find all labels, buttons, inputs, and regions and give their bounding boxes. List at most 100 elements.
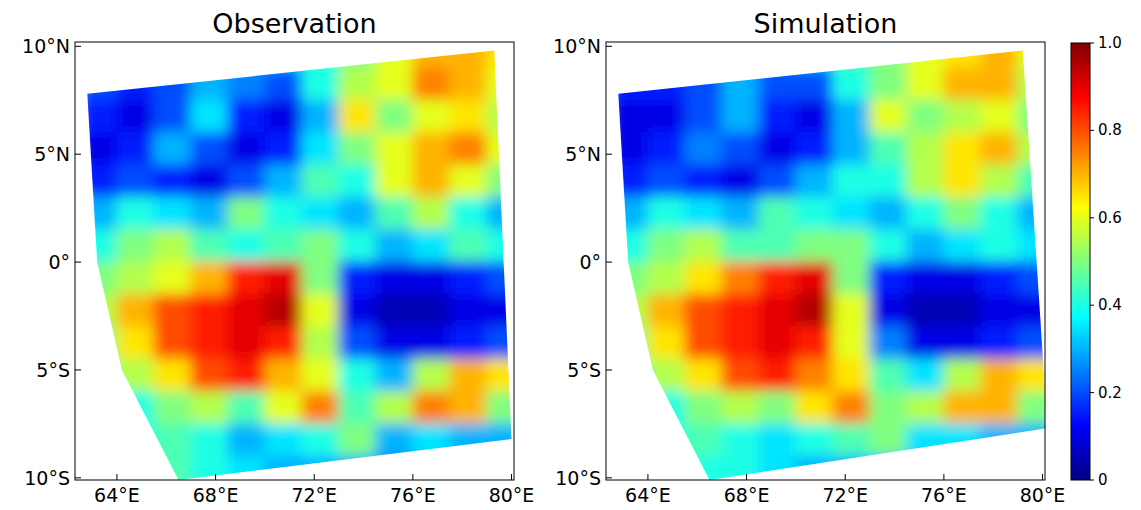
cell [869, 456, 907, 480]
cell [338, 262, 376, 295]
cell [832, 164, 870, 197]
cell [338, 423, 376, 456]
cell [832, 262, 870, 295]
cell [338, 391, 376, 424]
cell [338, 229, 376, 262]
cell [721, 262, 759, 295]
cell [647, 67, 685, 100]
x-tick-label: 68°E [193, 484, 239, 506]
x-tick-label: 68°E [724, 484, 770, 506]
cell [116, 100, 154, 133]
cell [227, 294, 265, 327]
cell [375, 164, 413, 197]
cell [412, 67, 450, 100]
cell [227, 456, 265, 480]
cell [153, 229, 191, 262]
cell [610, 132, 648, 165]
cell [647, 197, 685, 230]
cell [943, 326, 981, 359]
cell [721, 391, 759, 424]
cell [412, 262, 450, 295]
cell [795, 67, 833, 100]
y-tick [606, 369, 612, 370]
cell [116, 456, 154, 480]
colorbar-tick [1090, 305, 1094, 306]
cell [832, 326, 870, 359]
cell [647, 42, 685, 68]
x-tick [746, 474, 747, 480]
x-tick [845, 474, 846, 480]
cell [301, 67, 339, 100]
y-tick [606, 154, 612, 155]
cell [795, 423, 833, 456]
cell [227, 132, 265, 165]
cell [684, 262, 722, 295]
figure: Observation64°E68°E72°E76°E80°E10°S5°S0°… [0, 0, 1141, 510]
cell [943, 294, 981, 327]
cell [647, 423, 685, 456]
cell [338, 132, 376, 165]
cell [721, 326, 759, 359]
colorbar-tick [1090, 43, 1094, 44]
cell [153, 67, 191, 100]
cell [1017, 391, 1045, 424]
cell [116, 229, 154, 262]
cell [79, 100, 117, 133]
cell [943, 100, 981, 133]
cell [116, 423, 154, 456]
cell [684, 42, 722, 68]
cell [79, 294, 117, 327]
cell [116, 197, 154, 230]
cell [412, 423, 450, 456]
cell [79, 67, 117, 100]
cell [832, 100, 870, 133]
cell [943, 423, 981, 456]
cell [684, 456, 722, 480]
cell [486, 326, 514, 359]
cell [264, 42, 302, 68]
cell [153, 423, 191, 456]
cell [906, 229, 944, 262]
cell [758, 42, 796, 68]
cell [338, 164, 376, 197]
cell [647, 100, 685, 133]
cell [758, 229, 796, 262]
cell [758, 391, 796, 424]
cell [684, 294, 722, 327]
cell [486, 423, 514, 456]
cell [301, 423, 339, 456]
cell [412, 197, 450, 230]
cell [227, 67, 265, 100]
colorbar-scale [1071, 43, 1090, 480]
cell [301, 100, 339, 133]
cell [227, 229, 265, 262]
cell [795, 42, 833, 68]
cell [869, 262, 907, 295]
cell [906, 67, 944, 100]
cell [301, 456, 339, 480]
cell [116, 42, 154, 68]
cell [869, 326, 907, 359]
cell [906, 326, 944, 359]
cell [832, 197, 870, 230]
cell [647, 456, 685, 480]
y-tick [75, 477, 81, 478]
cell [684, 164, 722, 197]
cell [795, 456, 833, 480]
cell [375, 42, 413, 68]
cell [758, 359, 796, 392]
cell [338, 359, 376, 392]
cell [943, 391, 981, 424]
y-tick-label: 5°N [565, 143, 601, 165]
x-tick-label: 80°E [489, 484, 535, 506]
cell [190, 132, 228, 165]
x-tick [511, 474, 512, 480]
cell [721, 164, 759, 197]
cell [869, 164, 907, 197]
colorbar-tick-label: 1.0 [1098, 34, 1122, 52]
swath [610, 42, 1045, 480]
cell [486, 294, 514, 327]
cell [449, 42, 487, 68]
cell [153, 197, 191, 230]
plot-frame [75, 42, 514, 480]
